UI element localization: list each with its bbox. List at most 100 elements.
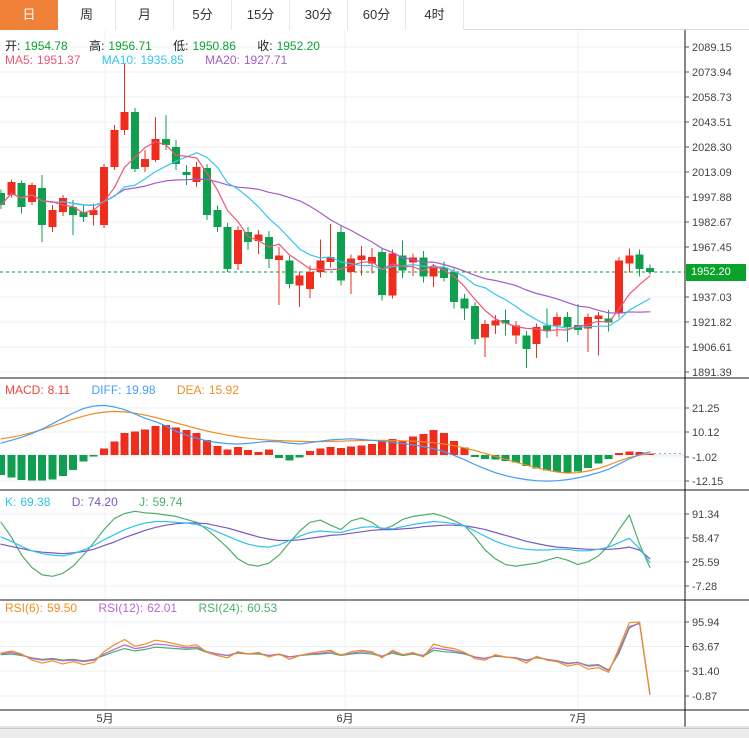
macd-hist-bar-positive bbox=[367, 443, 376, 455]
macd-hist-bar-negative bbox=[481, 455, 490, 459]
macd-hist-bar-negative bbox=[89, 455, 98, 457]
ma10-line bbox=[0, 152, 651, 329]
price-axis-label: 2058.73 bbox=[692, 92, 732, 104]
diff-label: DIFF: bbox=[91, 383, 122, 397]
candle-body-up bbox=[491, 320, 500, 326]
macd-hist-bar-negative bbox=[17, 455, 26, 480]
macd-hist-bar-negative bbox=[604, 455, 613, 459]
x-axis-month-label: 7月 bbox=[569, 713, 586, 725]
macd-hist-bar-positive bbox=[419, 434, 428, 455]
close-label: 收: bbox=[257, 39, 273, 53]
price-axis-label: 1982.67 bbox=[692, 217, 732, 229]
indicator-axis-label: 25.59 bbox=[692, 557, 720, 569]
current-price-badge: 1952.20 bbox=[686, 264, 746, 281]
candle-body-up bbox=[100, 167, 108, 225]
x-axis-month-label: 6月 bbox=[336, 713, 353, 725]
k-value: 69.38 bbox=[20, 495, 51, 509]
candle-body-down bbox=[223, 227, 232, 269]
candle-body-up bbox=[141, 159, 150, 168]
macd-hist-bar-positive bbox=[233, 447, 242, 455]
macd-hist-bar-positive bbox=[172, 427, 181, 455]
candle-body-down bbox=[336, 232, 345, 281]
macd-hist-bar-negative bbox=[501, 455, 510, 461]
macd-hist-bar-positive bbox=[100, 448, 108, 455]
candle-body-up bbox=[275, 255, 284, 261]
macd-hist-bar-positive bbox=[182, 430, 191, 455]
tab-15min[interactable]: 15分 bbox=[232, 0, 290, 30]
macd-hist-bar-positive bbox=[615, 453, 623, 455]
tab-weekly[interactable]: 周 bbox=[58, 0, 116, 30]
candle-body-up bbox=[512, 325, 520, 336]
macd-hist-bar-positive bbox=[192, 433, 201, 455]
open-value: 1954.78 bbox=[24, 39, 68, 53]
candle-body-down bbox=[203, 168, 211, 216]
tab-monthly[interactable]: 月 bbox=[116, 0, 174, 30]
candle-body-down bbox=[182, 172, 191, 175]
candle-body-up bbox=[254, 234, 263, 242]
ma10-value: 1935.85 bbox=[140, 53, 184, 67]
indicator-axis-label: -1.02 bbox=[692, 452, 717, 464]
j-value: 59.74 bbox=[152, 495, 183, 509]
indicator-axis-label: 58.47 bbox=[692, 533, 720, 545]
macd-hist-bar-positive bbox=[326, 446, 335, 455]
candle-body-down bbox=[542, 325, 551, 331]
candle-body-up bbox=[429, 267, 438, 277]
price-axis-label: 2089.15 bbox=[692, 42, 732, 54]
macd-hist-bar-negative bbox=[79, 455, 88, 462]
candle-body-down bbox=[645, 267, 654, 273]
indicator-axis-label: 10.12 bbox=[692, 427, 720, 439]
rsi12-label: RSI(12): bbox=[98, 601, 144, 615]
candle-body-up bbox=[89, 210, 98, 216]
candle-body-up bbox=[295, 275, 304, 286]
candle-body-up bbox=[233, 230, 242, 264]
j-label: J: bbox=[139, 495, 149, 509]
indicator-axis-label: -0.87 bbox=[692, 691, 717, 703]
candle-body-up bbox=[584, 317, 593, 329]
ma5-value: 1951.37 bbox=[37, 53, 81, 67]
indicator-axis-label: 91.34 bbox=[692, 509, 720, 521]
tab-60min[interactable]: 60分 bbox=[348, 0, 406, 30]
macd-hist-bar-negative bbox=[594, 455, 603, 464]
d-label: D: bbox=[71, 495, 84, 509]
macd-hist-bar-positive bbox=[460, 447, 469, 455]
macd-hist-bar-positive bbox=[141, 429, 150, 455]
tab-5min[interactable]: 5分 bbox=[174, 0, 232, 30]
macd-hist-bar-negative bbox=[295, 455, 304, 458]
ohlc-readout: 开: 1954.78 高: 1956.71 低: 1950.86 收: 1952.20 bbox=[5, 37, 338, 54]
macd-hist-bar-negative bbox=[275, 455, 284, 459]
kdj-readout: K: 69.38 D: 74.20 J: 59.74 bbox=[5, 495, 200, 509]
price-axis-label: 1921.82 bbox=[692, 317, 732, 329]
candle-body-up bbox=[357, 255, 366, 261]
bottom-scrollbar-strip[interactable] bbox=[0, 728, 749, 738]
macd-hist-bar-positive bbox=[203, 439, 211, 455]
dea-label: DEA: bbox=[176, 383, 205, 397]
low-label: 低: bbox=[173, 39, 189, 53]
macd-hist-bar-negative bbox=[573, 455, 582, 472]
tab-4hour[interactable]: 4时 bbox=[406, 0, 464, 30]
low-value: 1950.86 bbox=[192, 39, 236, 53]
tab-30min[interactable]: 30分 bbox=[290, 0, 348, 30]
macd-hist-bar-negative bbox=[532, 455, 541, 469]
dea-value: 15.92 bbox=[208, 383, 239, 397]
macd-hist-bar-positive bbox=[264, 449, 273, 455]
ma20-value: 1927.71 bbox=[243, 53, 288, 67]
tab-daily[interactable]: 日 bbox=[0, 0, 58, 30]
candle-body-down bbox=[69, 207, 78, 216]
close-value: 1952.20 bbox=[276, 39, 320, 53]
indicator-axis-label: -7.28 bbox=[692, 581, 717, 593]
macd-hist-bar-positive bbox=[120, 433, 129, 455]
price-axis-label: 1937.03 bbox=[692, 292, 732, 304]
candle-body-up bbox=[120, 112, 129, 131]
macd-hist-bar-positive bbox=[625, 451, 634, 455]
price-axis-label: 1906.61 bbox=[692, 342, 732, 354]
rsi6-value: 59.50 bbox=[47, 601, 78, 615]
high-value: 1956.71 bbox=[108, 39, 152, 53]
rsi6-line bbox=[0, 621, 651, 695]
macd-hist-bar-negative bbox=[584, 455, 593, 468]
candle-body-down bbox=[450, 272, 459, 303]
rsi6-label: RSI(6): bbox=[5, 601, 44, 615]
rsi-readout: RSI(6): 59.50 RSI(12): 62.01 RSI(24): 60.53 bbox=[5, 601, 295, 615]
candle-body-down bbox=[264, 237, 273, 259]
price-axis-label: 2028.30 bbox=[692, 142, 732, 154]
